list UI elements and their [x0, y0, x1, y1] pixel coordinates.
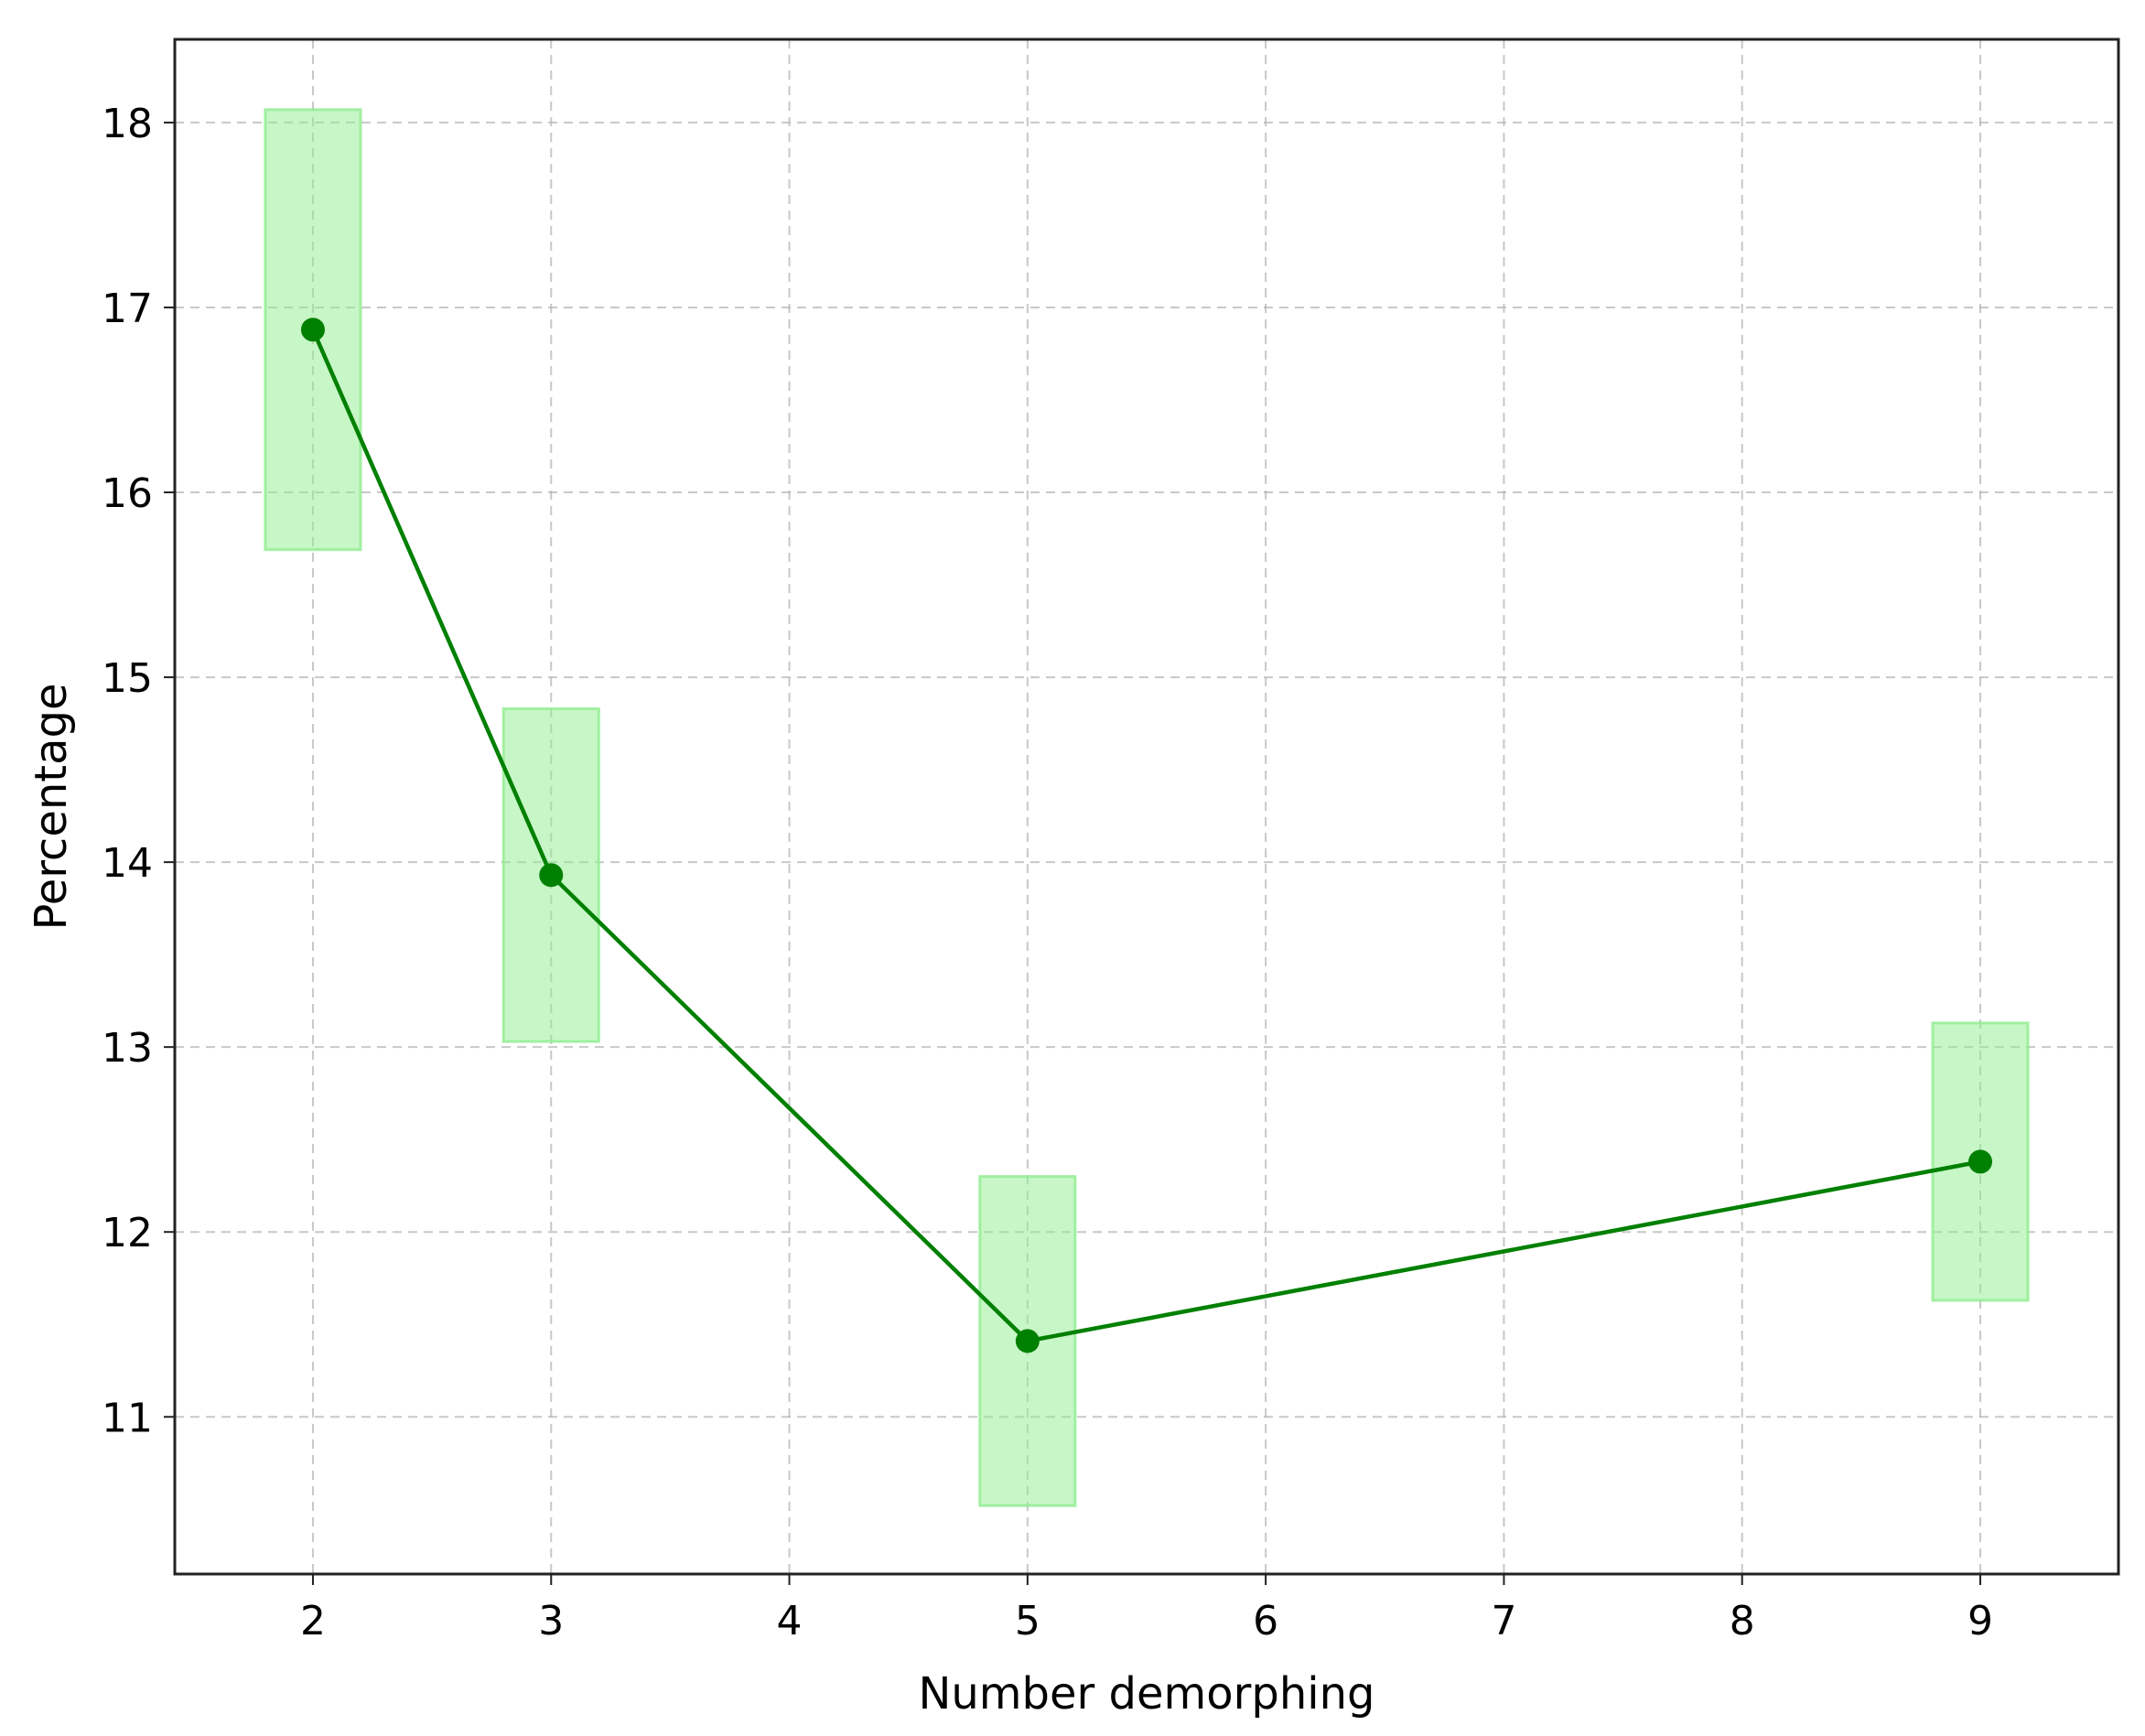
y-tick-label: 17 — [102, 286, 153, 332]
y-tick-label: 13 — [102, 1025, 153, 1072]
y-tick-label: 18 — [102, 101, 153, 147]
x-tick-label: 5 — [1015, 1598, 1040, 1644]
x-tick-label: 7 — [1491, 1598, 1516, 1644]
x-tick-label: 6 — [1253, 1598, 1278, 1644]
x-tick-label: 9 — [1967, 1598, 1993, 1644]
y-tick-label: 15 — [102, 655, 153, 702]
error-bands — [264, 108, 2030, 1507]
x-tick-label: 4 — [777, 1598, 803, 1644]
data-point — [1968, 1149, 1993, 1174]
y-tick-label: 12 — [102, 1210, 153, 1256]
series-line — [310, 329, 1981, 1343]
plot-frame — [173, 38, 2120, 1576]
x-tick-label: 8 — [1730, 1598, 1755, 1644]
axis-ticks: 2 3 4 5 6 7 8 9 11 12 13 14 15 16 17 18 — [102, 101, 1993, 1644]
y-tick-label: 11 — [102, 1395, 153, 1441]
y-axis-label: Percentage — [26, 683, 77, 930]
data-series — [300, 318, 1993, 1353]
x-tick-label: 3 — [538, 1598, 564, 1644]
x-axis-label: Number demorphing — [918, 1668, 1374, 1720]
error-band — [501, 706, 600, 1043]
x-tick-label: 2 — [300, 1598, 326, 1644]
data-point — [539, 863, 564, 888]
data-point — [1015, 1329, 1040, 1353]
data-point — [300, 318, 325, 342]
y-tick-label: 16 — [102, 470, 153, 517]
y-tick-label: 14 — [102, 840, 153, 887]
